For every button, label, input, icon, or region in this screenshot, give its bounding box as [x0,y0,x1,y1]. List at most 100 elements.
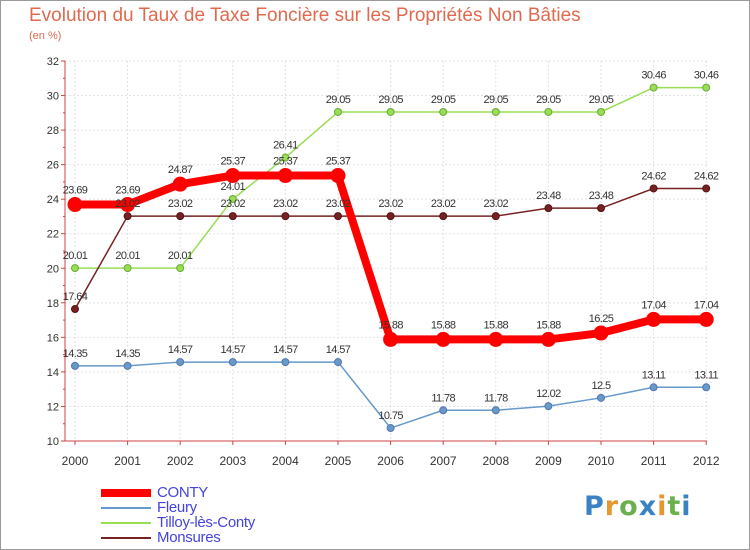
data-point-monsures [491,212,500,221]
data-label-conty: 15.88 [431,319,456,331]
data-point-conty [67,197,83,213]
data-point-conty [540,331,556,347]
data-point-tilloy-l-s-conty [491,107,500,116]
data-label-monsures: 23.02 [168,198,193,210]
y-tick-label: 26 [47,160,59,172]
data-label-conty: 17.04 [641,299,666,311]
data-label-tilloy-l-s-conty: 29.05 [378,94,403,106]
y-tick-label: 20 [47,263,59,275]
x-tick-label: 2003 [219,454,246,468]
logo-letter: i [681,491,692,522]
legend-label-fleury: Fleury [157,499,197,516]
grid-layer [65,60,707,441]
data-point-tilloy-l-s-conty [281,153,290,162]
data-point-fleury [123,361,132,370]
y-tick-label: 18 [47,298,59,310]
x-tick-label: 2008 [482,454,509,468]
data-label-conty: 16.25 [589,313,614,325]
data-label-conty: 23.69 [115,185,140,197]
logo-letter: o [619,491,639,522]
y-tick-label: 12 [47,401,59,413]
data-point-monsures [281,212,290,221]
logo-letter: t [667,491,682,522]
x-tick-label: 2000 [62,454,89,468]
data-point-fleury [702,383,711,392]
chart-unit-subtitle: (en %) [29,30,62,42]
data-label-monsures: 23.48 [589,190,614,202]
x-tick-label: 2002 [167,454,194,468]
y-tick-label: 24 [47,194,59,206]
data-point-monsures [386,212,395,221]
data-label-monsures: 17.64 [63,291,88,303]
data-label-tilloy-l-s-conty: 20.01 [168,250,193,262]
data-point-fleury [71,361,79,370]
data-point-conty [330,168,346,184]
legend-swatch-tilloy-l-s-conty [101,522,151,524]
data-label-tilloy-l-s-conty: 29.05 [484,94,509,106]
data-point-tilloy-l-s-conty [334,107,342,116]
legend-label-conty: CONTY [157,484,209,501]
data-label-monsures: 24.62 [641,170,666,182]
data-point-tilloy-l-s-conty [597,107,605,116]
data-point-conty [488,331,504,347]
chart-title: Evolution du Taux de Taxe Foncière sur l… [29,5,581,26]
data-point-monsures [228,212,237,221]
data-label-fleury: 11.78 [431,392,455,404]
y-tick-label: 16 [47,332,59,344]
data-point-conty [698,311,714,327]
data-point-fleury [439,406,448,415]
data-label-tilloy-l-s-conty: 30.46 [694,70,719,82]
data-label-tilloy-l-s-conty: 29.05 [589,94,614,106]
data-label-conty: 15.88 [378,319,403,331]
data-label-monsures: 23.02 [273,198,298,210]
data-label-fleury: 11.78 [484,392,508,404]
data-label-tilloy-l-s-conty: 26.41 [273,140,298,152]
x-tick-label: 2009 [535,454,562,468]
data-label-layer: 23.69 23.69 24.87 25.37 25.37 25.37 15.88 15.88… [63,70,720,422]
axis-layer: 10 12 14 16 18 20 22 24 26 28 30 32 2000 2001 2002 2003… [47,56,720,468]
data-label-tilloy-l-s-conty: 29.05 [536,94,561,106]
data-label-tilloy-l-s-conty: 20.01 [63,250,88,262]
data-label-tilloy-l-s-conty: 29.05 [326,94,351,106]
data-point-fleury [386,424,395,433]
data-label-monsures: 23.02 [326,198,351,210]
data-label-fleury: 14.57 [326,344,351,356]
data-label-fleury: 10.75 [378,410,403,422]
data-point-fleury [649,383,658,392]
legend-swatch-conty [101,489,151,497]
data-point-monsures [334,212,342,221]
data-point-tilloy-l-s-conty [544,107,553,116]
data-point-monsures [71,305,79,314]
x-tick-label: 2001 [114,454,141,468]
data-label-conty: 25.37 [273,156,298,168]
data-point-conty [277,168,293,184]
data-point-fleury [281,358,290,367]
y-tick-label: 32 [47,56,59,68]
data-label-tilloy-l-s-conty: 24.01 [221,181,246,193]
data-label-monsures: 23.48 [536,190,561,202]
x-tick-label: 2004 [272,454,299,468]
y-tick-label: 22 [47,229,59,241]
chart-legend: CONTY Fleury Tilloy-lès-Conty Monsures [101,484,361,546]
logo-letter: r [604,491,620,522]
y-tick-label: 14 [47,367,59,379]
data-label-conty: 15.88 [536,319,561,331]
data-point-conty [120,197,136,213]
x-tick-label: 2012 [693,454,720,468]
data-label-fleury: 14.35 [63,348,88,360]
data-label-fleury: 14.35 [115,348,140,360]
data-point-fleury [544,402,553,411]
legend-swatch-monsures [101,537,151,539]
legend-label-tilloy-l-s-conty: Tilloy-lès-Conty [157,514,255,531]
data-point-monsures [123,212,132,221]
y-tick-label: 30 [47,91,59,103]
data-point-monsures [702,184,711,193]
data-label-conty: 15.88 [484,319,509,331]
data-point-tilloy-l-s-conty [649,83,658,92]
data-label-tilloy-l-s-conty: 29.05 [431,94,456,106]
data-label-fleury: 12.02 [536,388,561,400]
legend-item-conty: CONTY [101,484,361,501]
series-layer [67,83,714,433]
data-point-tilloy-l-s-conty [702,83,711,92]
